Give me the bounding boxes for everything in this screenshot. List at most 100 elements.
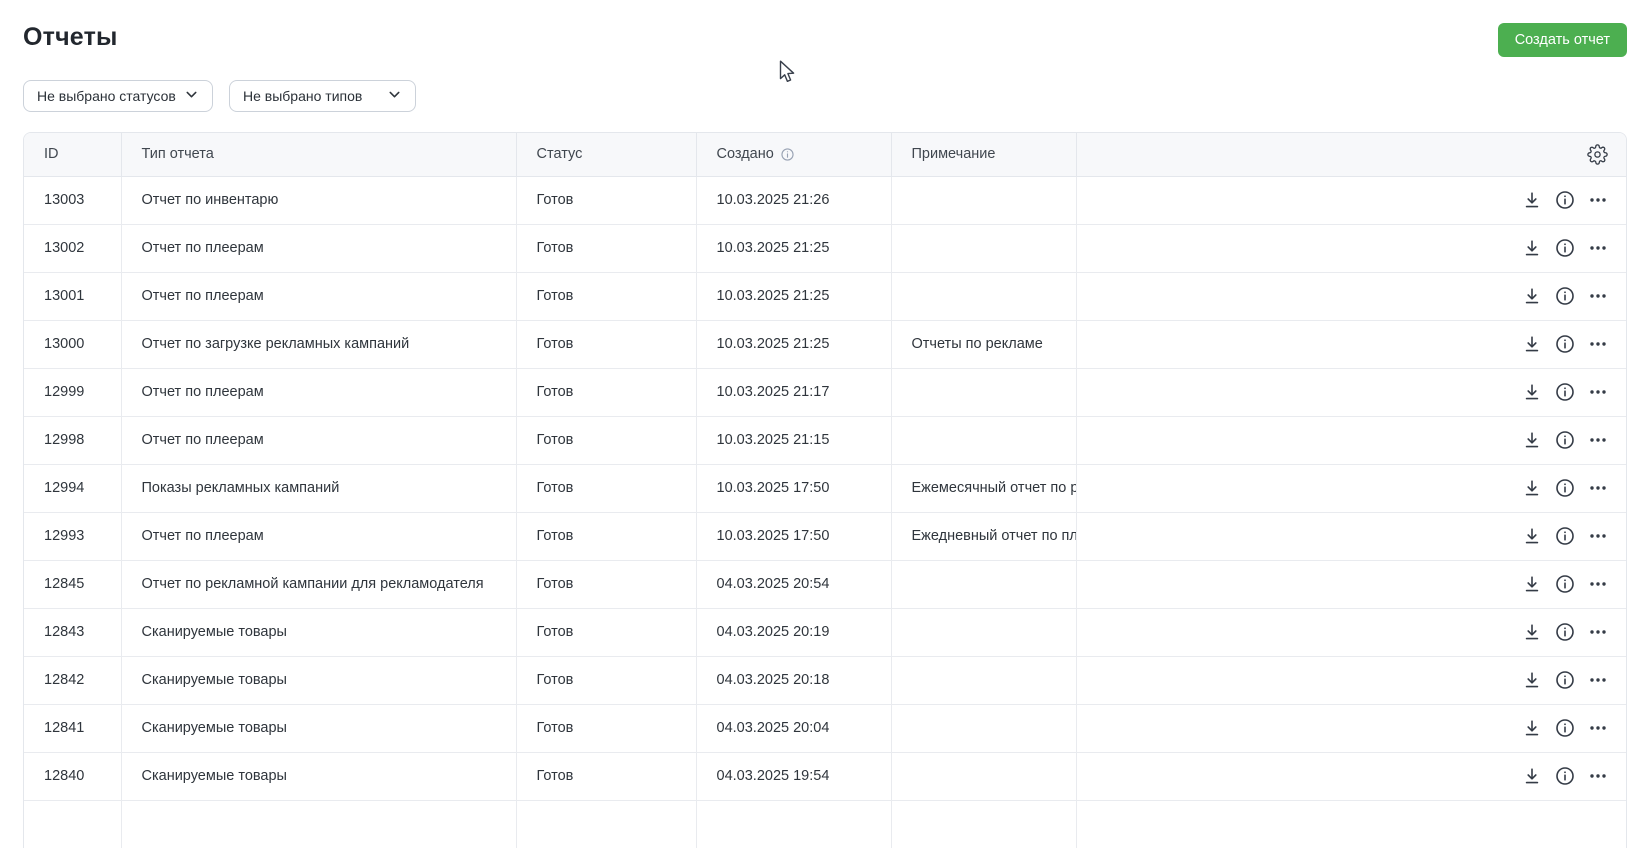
- cell-actions: [1075, 416, 1626, 465]
- info-icon[interactable]: [1555, 430, 1575, 450]
- cell-note: [890, 416, 1076, 465]
- table-row: 12840 Сканируемые товары Готов 04.03.2025 1…: [24, 752, 1626, 801]
- cell-type: Отчет по плеерам: [120, 512, 516, 561]
- type-filter-value: Не выбрано типов: [243, 88, 363, 104]
- cell-type: Отчет по инвентарю: [120, 176, 516, 225]
- cell-created: 04.03.2025 20:04: [695, 704, 891, 753]
- table-header-row: ID Тип отчета Статус Создано Примечание: [24, 133, 1626, 177]
- cell-id: 12842: [24, 656, 121, 705]
- ellipsis-icon[interactable]: [1588, 526, 1608, 546]
- info-icon[interactable]: [1555, 766, 1575, 786]
- download-icon[interactable]: [1522, 478, 1542, 498]
- info-icon[interactable]: [1555, 334, 1575, 354]
- download-icon[interactable]: [1522, 334, 1542, 354]
- info-icon[interactable]: [780, 147, 795, 162]
- reports-page: { "page": { "title": "Отчеты", "create_b…: [23, 23, 1627, 848]
- cell-id: 12845: [24, 560, 121, 609]
- table-row: 12998 Отчет по плеерам Готов 10.03.2025 21:…: [24, 416, 1626, 465]
- column-header-note: Примечание: [890, 133, 1076, 177]
- ellipsis-icon[interactable]: [1588, 286, 1608, 306]
- cell-status: Готов: [515, 560, 696, 609]
- status-filter-value: Не выбрано статусов: [37, 88, 176, 104]
- info-icon[interactable]: [1555, 574, 1575, 594]
- download-icon[interactable]: [1522, 430, 1542, 450]
- download-icon[interactable]: [1522, 766, 1542, 786]
- download-icon[interactable]: [1522, 190, 1542, 210]
- cell-note: [890, 752, 1076, 801]
- info-icon[interactable]: [1555, 622, 1575, 642]
- cell-id: 13000: [24, 320, 121, 369]
- cell-actions: [1075, 512, 1626, 561]
- ellipsis-icon[interactable]: [1588, 478, 1608, 498]
- ellipsis-icon[interactable]: [1588, 430, 1608, 450]
- create-report-button[interactable]: Создать отчет: [1497, 23, 1627, 57]
- type-filter-select[interactable]: Не выбрано типов: [229, 80, 416, 112]
- cell-type: [120, 800, 516, 848]
- info-icon[interactable]: [1555, 190, 1575, 210]
- download-icon[interactable]: [1522, 286, 1542, 306]
- column-header-created: Создано: [695, 133, 891, 177]
- chevron-down-icon: [387, 87, 402, 105]
- download-icon[interactable]: [1522, 574, 1542, 594]
- ellipsis-icon[interactable]: [1588, 382, 1608, 402]
- cell-actions: [1075, 176, 1626, 225]
- cell-created: 10.03.2025 21:25: [695, 224, 891, 273]
- cell-status: [515, 800, 696, 848]
- gear-icon[interactable]: [1587, 143, 1608, 165]
- ellipsis-icon[interactable]: [1588, 574, 1608, 594]
- cell-type: Отчет по плеерам: [120, 368, 516, 417]
- ellipsis-icon[interactable]: [1588, 238, 1608, 258]
- table-row: 12999 Отчет по плеерам Готов 10.03.2025 21:…: [24, 368, 1626, 417]
- download-icon[interactable]: [1522, 622, 1542, 642]
- cell-status: Готов: [515, 512, 696, 561]
- cell-actions: [1075, 800, 1626, 848]
- cell-created: 10.03.2025 17:50: [695, 464, 891, 513]
- cell-created: 10.03.2025 21:26: [695, 176, 891, 225]
- info-icon[interactable]: [1555, 478, 1575, 498]
- cell-actions: [1075, 656, 1626, 705]
- cell-note: [890, 368, 1076, 417]
- ellipsis-icon[interactable]: [1588, 190, 1608, 210]
- table-row: 13000 Отчет по загрузке рекламных кампани…: [24, 320, 1626, 369]
- info-icon[interactable]: [1555, 526, 1575, 546]
- cell-status: Готов: [515, 272, 696, 321]
- table-row-partial: [24, 800, 1626, 848]
- cell-id: 13002: [24, 224, 121, 273]
- table-row: 12993 Отчет по плеерам Готов 10.03.2025 17:…: [24, 512, 1626, 561]
- cell-created: 10.03.2025 21:17: [695, 368, 891, 417]
- ellipsis-icon[interactable]: [1588, 334, 1608, 354]
- cell-actions: [1075, 320, 1626, 369]
- cell-actions: [1075, 464, 1626, 513]
- ellipsis-icon[interactable]: [1588, 766, 1608, 786]
- table-row: 12842 Сканируемые товары Готов 04.03.2025 2…: [24, 656, 1626, 705]
- cell-actions: [1075, 608, 1626, 657]
- download-icon[interactable]: [1522, 238, 1542, 258]
- download-icon[interactable]: [1522, 670, 1542, 690]
- download-icon[interactable]: [1522, 718, 1542, 738]
- cell-type: Сканируемые товары: [120, 656, 516, 705]
- table-row: 13002 Отчет по плеерам Готов 10.03.2025 21:…: [24, 224, 1626, 273]
- cell-created: 04.03.2025 19:54: [695, 752, 891, 801]
- cell-status: Готов: [515, 176, 696, 225]
- cell-status: Готов: [515, 608, 696, 657]
- info-icon[interactable]: [1555, 718, 1575, 738]
- ellipsis-icon[interactable]: [1588, 718, 1608, 738]
- ellipsis-icon[interactable]: [1588, 622, 1608, 642]
- info-icon[interactable]: [1555, 286, 1575, 306]
- table-body: 13003 Отчет по инвентарю Готов 10.03.2025 2…: [24, 176, 1626, 848]
- cell-status: Готов: [515, 656, 696, 705]
- ellipsis-icon[interactable]: [1588, 670, 1608, 690]
- cell-status: Готов: [515, 752, 696, 801]
- table-row: 13001 Отчет по плеерам Готов 10.03.2025 21:…: [24, 272, 1626, 321]
- chevron-down-icon: [184, 87, 199, 105]
- info-icon[interactable]: [1555, 382, 1575, 402]
- status-filter-select[interactable]: Не выбрано статусов: [23, 80, 213, 112]
- info-icon[interactable]: [1555, 238, 1575, 258]
- cell-id: 12999: [24, 368, 121, 417]
- download-icon[interactable]: [1522, 382, 1542, 402]
- table-row: 12845 Отчет по рекламной кампании для рек…: [24, 560, 1626, 609]
- download-icon[interactable]: [1522, 526, 1542, 546]
- info-icon[interactable]: [1555, 670, 1575, 690]
- cell-note: Отчеты по рекламе: [890, 320, 1076, 369]
- cell-status: Готов: [515, 704, 696, 753]
